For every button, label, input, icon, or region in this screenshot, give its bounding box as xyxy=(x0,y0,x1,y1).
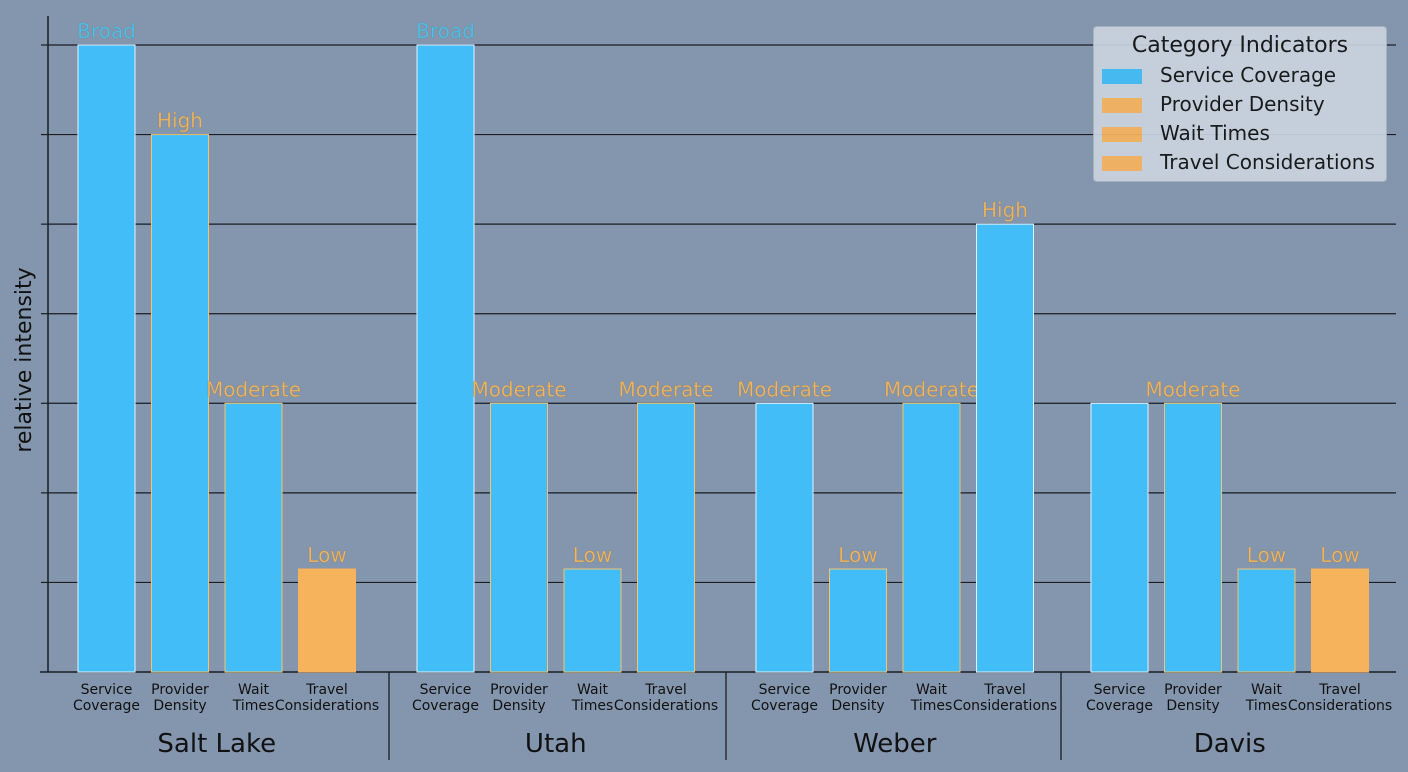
legend-item-provider-density: Provider Density xyxy=(1102,92,1382,118)
bar-value-label: Broad xyxy=(77,19,136,43)
y-axis-label: relative intensity xyxy=(12,267,37,452)
legend-label: Provider Density xyxy=(1160,92,1325,116)
x-tick-label: Service Coverage xyxy=(412,682,479,714)
bar-value-label: Moderate xyxy=(471,377,566,401)
bar xyxy=(151,134,209,673)
group-label: Weber xyxy=(853,729,937,759)
bar xyxy=(77,44,136,673)
bar-value-label: Broad xyxy=(416,19,475,43)
legend-title: Category Indicators xyxy=(1131,33,1349,58)
bar-value-label: Low xyxy=(1320,543,1359,567)
bar-value-label: Moderate xyxy=(618,377,713,401)
x-tick-label: Provider Density xyxy=(829,682,887,714)
bar-value-label: Moderate xyxy=(737,377,832,401)
x-tick-label: Travel Considerations xyxy=(614,682,718,714)
x-tick-label: Wait Times xyxy=(1245,682,1288,714)
bar xyxy=(416,44,475,673)
bar xyxy=(829,568,887,673)
x-tick-label: Provider Density xyxy=(151,682,209,714)
legend-swatch xyxy=(1102,156,1142,171)
group-label: Davis xyxy=(1194,729,1266,759)
legend-label: Service Coverage xyxy=(1160,63,1337,87)
legend-label: Wait Times xyxy=(1160,121,1270,145)
bar xyxy=(902,402,961,673)
bar-value-label: Low xyxy=(1247,543,1286,567)
bar xyxy=(224,402,283,673)
bar xyxy=(1164,402,1222,673)
x-tick-label: Service Coverage xyxy=(73,682,140,714)
legend-label: Travel Considerations xyxy=(1160,150,1375,174)
bar-value-label: Moderate xyxy=(884,377,979,401)
legend-swatch xyxy=(1102,69,1142,84)
bar-value-label: High xyxy=(982,198,1028,222)
x-tick-label: Provider Density xyxy=(490,682,548,714)
x-tick-label: Wait Times xyxy=(232,682,275,714)
legend-swatch xyxy=(1102,127,1142,142)
legend-item-travel-considerations: Travel Considerations xyxy=(1102,150,1382,176)
x-tick-label: Service Coverage xyxy=(751,682,818,714)
bar xyxy=(976,223,1034,673)
group-label: Utah xyxy=(525,729,587,759)
bar xyxy=(1311,568,1369,673)
legend-swatch xyxy=(1102,98,1142,113)
group-label: Salt Lake xyxy=(157,729,276,759)
bar xyxy=(1237,568,1296,673)
x-tick-label: Wait Times xyxy=(910,682,953,714)
x-tick-label: Wait Times xyxy=(571,682,614,714)
x-tick-label: Service Coverage xyxy=(1086,682,1153,714)
x-tick-label: Travel Considerations xyxy=(275,682,379,714)
bar xyxy=(755,402,814,673)
x-tick-label: Provider Density xyxy=(1164,682,1222,714)
bar-value-label: Low xyxy=(307,543,346,567)
legend-item-service-coverage: Service Coverage xyxy=(1102,63,1382,89)
bar xyxy=(563,568,622,673)
x-tick-label: Travel Considerations xyxy=(953,682,1057,714)
bar xyxy=(637,402,695,673)
bar xyxy=(490,402,548,673)
bar xyxy=(298,568,356,673)
bar-value-label: Moderate xyxy=(206,377,301,401)
bar-value-label: Low xyxy=(573,543,612,567)
legend-item-wait-times: Wait Times xyxy=(1102,121,1382,147)
bar-value-label: High xyxy=(157,109,203,133)
bar-value-label: Moderate xyxy=(1145,377,1240,401)
x-tick-label: Travel Considerations xyxy=(1288,682,1392,714)
bar-value-label: Low xyxy=(838,543,877,567)
bar xyxy=(1090,402,1149,673)
legend: Category Indicators Service Coverage Pro… xyxy=(1093,26,1387,182)
